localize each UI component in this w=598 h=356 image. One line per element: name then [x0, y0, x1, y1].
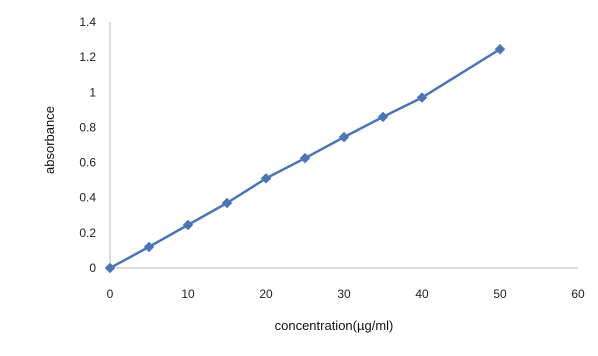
data-series	[105, 44, 505, 273]
y-tick-label: 0.6	[79, 156, 96, 170]
y-tick-label: 0.8	[79, 120, 96, 134]
y-tick-label: 0.4	[79, 191, 96, 205]
x-tick-label: 50	[493, 287, 507, 301]
x-tick-label: 30	[337, 287, 351, 301]
data-point-marker	[144, 242, 154, 252]
y-tick-label: 0.2	[79, 226, 96, 240]
y-tick-label: 1	[89, 85, 96, 99]
y-axis-title: absorbance	[42, 106, 57, 174]
x-tick-label: 40	[415, 287, 429, 301]
x-tick-label: 0	[107, 287, 114, 301]
x-tick-label: 10	[181, 287, 195, 301]
x-axis-title: concentration(µg/ml)	[275, 318, 394, 333]
y-tick-labels: 0 0.2 0.4 0.6 0.8 1 1.2 1.4	[79, 15, 96, 275]
data-point-marker	[378, 112, 388, 122]
x-tick-label: 60	[571, 287, 585, 301]
y-tick-label: 1.2	[79, 50, 96, 64]
data-point-marker	[105, 263, 115, 273]
x-tick-labels: 0 10 20 30 40 50 60	[107, 287, 585, 301]
data-point-marker	[339, 132, 349, 142]
axes	[110, 22, 578, 268]
y-tick-label: 1.4	[79, 15, 96, 29]
x-tick-label: 20	[259, 287, 273, 301]
data-point-marker	[183, 220, 193, 230]
y-tick-label: 0	[89, 261, 96, 275]
data-point-marker	[300, 153, 310, 163]
